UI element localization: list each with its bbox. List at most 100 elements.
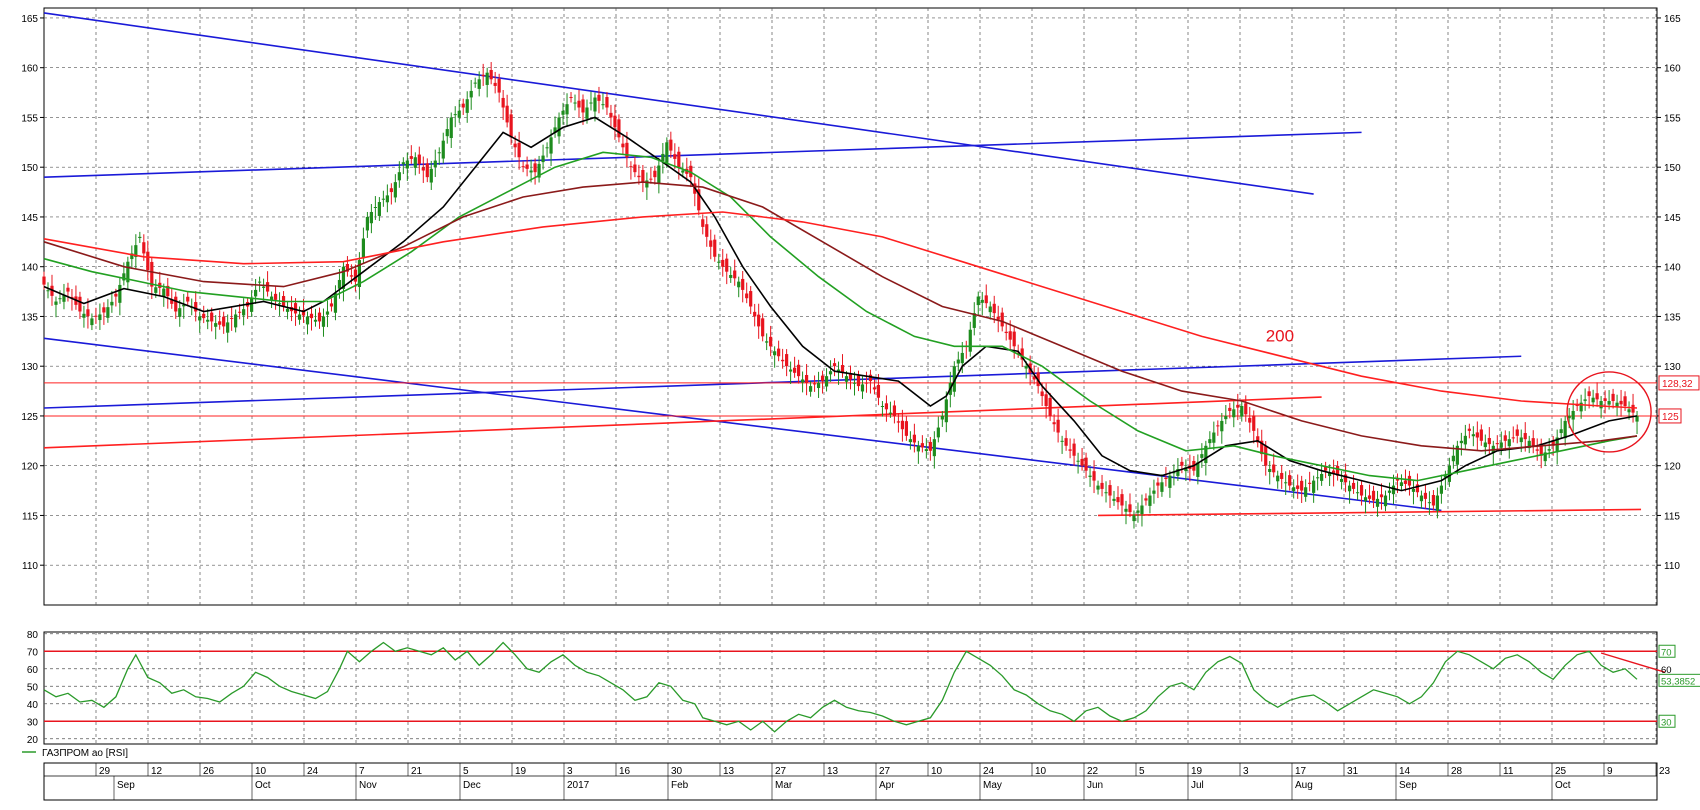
- candle-body: [1120, 494, 1124, 506]
- candle-body: [633, 164, 637, 173]
- candle-body: [321, 316, 326, 327]
- candle-body: [1124, 508, 1128, 512]
- day-label: 3: [567, 766, 573, 777]
- candle-body: [1443, 475, 1447, 478]
- candle-body: [1224, 415, 1228, 420]
- candle-body: [1088, 475, 1092, 477]
- candle-body: [912, 434, 916, 443]
- trend-line: [43, 131, 1362, 178]
- day-label: 31: [1347, 766, 1359, 777]
- candle-body: [777, 348, 781, 357]
- candle-body: [621, 143, 625, 148]
- candle-body: [1220, 420, 1224, 432]
- candle-body: [1236, 404, 1240, 408]
- candle-body: [82, 313, 86, 318]
- candle-body: [1411, 488, 1416, 492]
- day-label: 11: [1503, 766, 1514, 777]
- candle-body: [1060, 440, 1064, 442]
- month-label: Nov: [359, 780, 377, 791]
- candle-body: [1451, 455, 1455, 462]
- candle-body: [1519, 437, 1523, 443]
- candle-body: [1240, 406, 1244, 417]
- candle-body: [369, 211, 373, 224]
- candle-body: [1371, 490, 1376, 501]
- y-tick-label-left: 135: [21, 312, 38, 323]
- candle-body: [904, 421, 908, 436]
- candle-body: [916, 445, 920, 452]
- candle-body: [1607, 401, 1611, 405]
- candle-body: [1551, 441, 1555, 446]
- candle-body: [110, 301, 114, 306]
- month-label: May: [983, 780, 1002, 791]
- candle-body: [178, 308, 182, 317]
- candle-body: [1343, 474, 1348, 483]
- candle-body: [1152, 490, 1156, 494]
- candle-body: [166, 285, 170, 297]
- candle-body: [449, 117, 453, 139]
- day-label: 25: [1555, 766, 1567, 777]
- candle-body: [1252, 415, 1256, 431]
- candles: [42, 62, 1639, 529]
- y-tick-label-right: 135: [1664, 312, 1681, 323]
- rsi-right-label: 70: [1661, 647, 1672, 658]
- candle-body: [888, 412, 893, 414]
- candle-body: [345, 264, 350, 272]
- candle-body: [1132, 515, 1136, 522]
- candle-body: [1387, 490, 1392, 493]
- candle-body: [537, 163, 541, 178]
- candle-body: [569, 97, 573, 99]
- candle-body: [988, 306, 992, 313]
- candle-body: [609, 112, 613, 118]
- candle-body: [908, 439, 912, 443]
- candle-body: [114, 293, 118, 297]
- candle-body: [1579, 402, 1583, 412]
- candle-body: [521, 166, 525, 168]
- candle-body: [385, 195, 389, 203]
- candle-body: [142, 242, 146, 254]
- candle-body: [749, 291, 753, 307]
- candle-body: [1080, 458, 1084, 466]
- day-label: 19: [1191, 766, 1203, 777]
- moving-average-green: [43, 151, 1638, 482]
- candle-body: [309, 313, 314, 319]
- day-label: 14: [1399, 766, 1411, 777]
- rsi-right-label: 60: [1661, 665, 1672, 676]
- candle-body: [549, 137, 553, 154]
- candle-body: [1196, 462, 1200, 477]
- candle-body: [593, 97, 597, 112]
- candle-body: [848, 373, 853, 380]
- candle-body: [1008, 331, 1012, 340]
- rsi-right-label: 53,3852: [1661, 676, 1695, 687]
- price-panel[interactable]: 110 110 115 115 120 120 125 125 130 130 135 135 140 1…: [21, 7, 1700, 606]
- candle-body: [222, 316, 226, 327]
- candle-body: [349, 275, 354, 277]
- candle-body: [122, 273, 126, 281]
- candle-body: [1308, 482, 1312, 484]
- candle-body: [741, 278, 745, 290]
- candle-body: [1627, 409, 1631, 413]
- candle-body: [709, 240, 713, 247]
- candle-body: [1328, 472, 1332, 477]
- month-label: Feb: [671, 780, 689, 791]
- candle-body: [944, 399, 948, 423]
- time-axis-box: [43, 762, 1658, 801]
- candle-body: [1280, 472, 1284, 479]
- candle-body: [1012, 331, 1016, 347]
- candle-body: [1543, 452, 1547, 462]
- level-label-box: [1658, 375, 1700, 391]
- candle-body: [864, 382, 869, 384]
- y-tick-label-left: 150: [21, 163, 38, 174]
- candle-body: [589, 102, 593, 104]
- candle-body: [429, 168, 433, 183]
- y-tick-label-right: 130: [1664, 362, 1681, 373]
- candle-body: [1116, 497, 1120, 503]
- candle-body: [186, 296, 190, 302]
- candle-body: [485, 72, 489, 85]
- candle-body: [1084, 457, 1088, 471]
- candle-body: [409, 156, 413, 159]
- candle-body: [1479, 429, 1483, 441]
- candle-body: [601, 104, 605, 106]
- candle-body: [90, 318, 94, 326]
- candle-body: [517, 142, 521, 158]
